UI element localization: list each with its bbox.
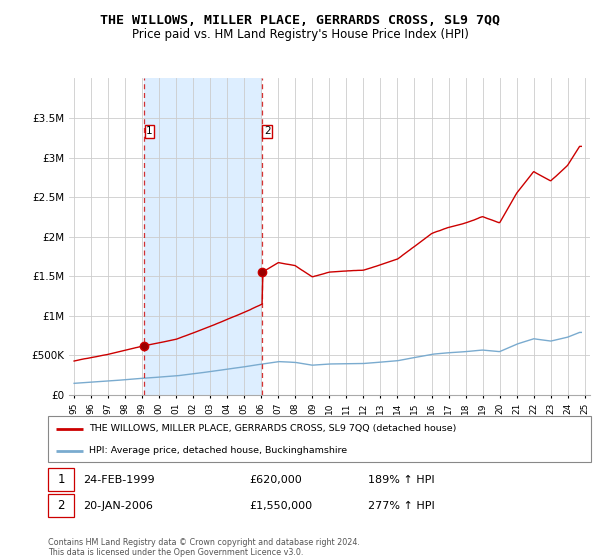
Text: 1: 1 — [57, 473, 65, 486]
Text: 189% ↑ HPI: 189% ↑ HPI — [368, 475, 435, 484]
Text: 2: 2 — [264, 126, 271, 136]
Bar — [48, 494, 74, 517]
Bar — [145, 78, 262, 395]
Text: HPI: Average price, detached house, Buckinghamshire: HPI: Average price, detached house, Buck… — [89, 446, 347, 455]
Text: 277% ↑ HPI: 277% ↑ HPI — [368, 501, 435, 511]
Text: 24-FEB-1999: 24-FEB-1999 — [83, 475, 155, 484]
Text: Contains HM Land Registry data © Crown copyright and database right 2024.
This d: Contains HM Land Registry data © Crown c… — [48, 538, 360, 557]
Text: Price paid vs. HM Land Registry's House Price Index (HPI): Price paid vs. HM Land Registry's House … — [131, 28, 469, 41]
Text: THE WILLOWS, MILLER PLACE, GERRARDS CROSS, SL9 7QQ: THE WILLOWS, MILLER PLACE, GERRARDS CROS… — [100, 14, 500, 27]
Text: 1: 1 — [146, 126, 153, 136]
Text: £620,000: £620,000 — [249, 475, 302, 484]
Text: 2: 2 — [57, 500, 65, 512]
Text: £1,550,000: £1,550,000 — [249, 501, 312, 511]
Text: THE WILLOWS, MILLER PLACE, GERRARDS CROSS, SL9 7QQ (detached house): THE WILLOWS, MILLER PLACE, GERRARDS CROS… — [89, 424, 456, 433]
Text: 20-JAN-2006: 20-JAN-2006 — [83, 501, 153, 511]
Bar — [48, 468, 74, 491]
